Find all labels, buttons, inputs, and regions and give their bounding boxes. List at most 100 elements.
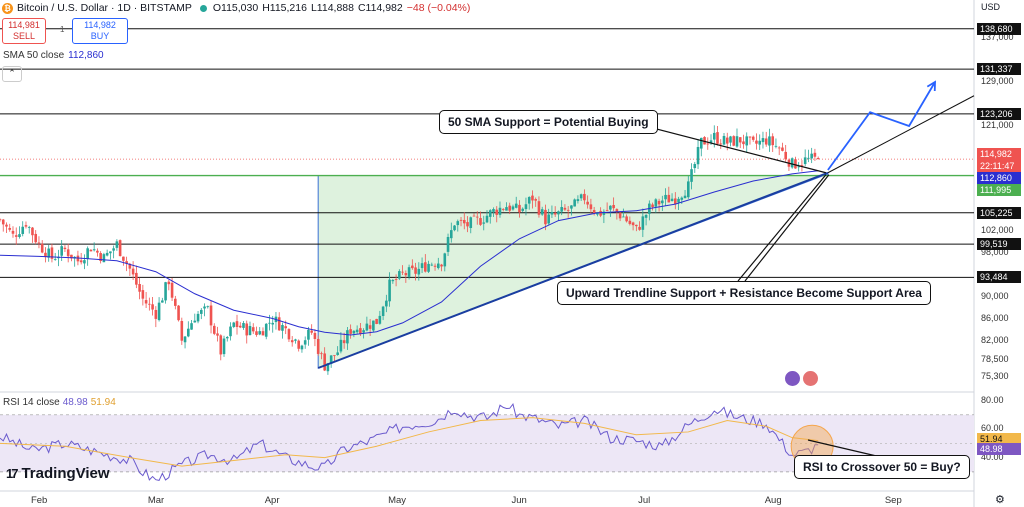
uptrend-line: [317, 171, 829, 369]
sell-button[interactable]: 114,981 SELL: [2, 18, 46, 44]
trend-annotation-pointer-a: [737, 174, 827, 282]
candle-body: [248, 326, 252, 336]
candle-body: [362, 330, 365, 333]
candle-body: [612, 204, 615, 209]
candle-body: [420, 263, 424, 269]
candle-body: [472, 215, 476, 217]
candle-body: [803, 157, 807, 165]
candle-body: [212, 325, 216, 334]
candle-body: [216, 333, 219, 336]
time-axis-label: Aug: [764, 495, 782, 506]
candle-body: [394, 279, 398, 280]
symbol-title[interactable]: Bitcoin / U.S. Dollar · 1D · BITSTAMP: [17, 2, 192, 14]
candle-body: [118, 240, 122, 257]
candle-body: [297, 340, 300, 349]
candle-body: [680, 197, 684, 200]
candle-body: [674, 198, 677, 205]
price-axis-tick: 129,000: [981, 76, 1014, 86]
candle-body: [11, 230, 15, 234]
candle-body: [534, 199, 537, 201]
settings-gear-icon[interactable]: ⚙: [995, 494, 1005, 506]
candle-body: [115, 241, 119, 248]
candle-body: [693, 164, 697, 169]
chevron-up-icon: ⌃: [8, 68, 16, 78]
rsi-axis-tick: 60.00: [981, 423, 1004, 434]
candle-body: [167, 281, 171, 285]
candle-body: [329, 355, 333, 364]
candle-body: [501, 209, 505, 210]
market-status-icon: [199, 4, 207, 12]
currency-label[interactable]: USD: [981, 2, 1001, 12]
candle-body: [235, 321, 239, 327]
candle-body: [699, 137, 703, 149]
candle-body: [372, 320, 375, 331]
candle-body: [683, 195, 687, 199]
candle-body: [518, 204, 521, 213]
candle-body: [398, 271, 401, 279]
candle-body: [453, 225, 456, 231]
candle-body: [433, 265, 437, 267]
rsi-axis-tick: 80.00: [981, 394, 1004, 405]
candle-body: [203, 306, 206, 309]
candle-body: [222, 338, 226, 355]
candle-body: [333, 355, 336, 357]
candle-body: [443, 253, 447, 267]
candle-body: [430, 264, 434, 266]
candle-body: [579, 194, 583, 199]
candle-body: [732, 136, 736, 146]
time-axis-label: Sep: [884, 495, 902, 506]
spread-value: 1: [60, 25, 65, 34]
rsi-legend-name: RSI 14 close: [3, 397, 60, 408]
candle-body: [277, 317, 281, 331]
candle-body: [148, 303, 151, 305]
buy-button[interactable]: 114,982 BUY: [72, 18, 128, 44]
candle-body: [122, 256, 125, 261]
candle-body: [339, 339, 343, 352]
candle-body: [615, 209, 619, 213]
candle-body: [745, 136, 749, 146]
candle-body: [187, 328, 190, 337]
candle-body: [255, 331, 258, 335]
buy-price: 114,982: [84, 20, 116, 30]
candle-body: [326, 363, 330, 372]
price-axis-tick: 90,000: [981, 290, 1009, 301]
candle-body: [807, 157, 810, 159]
candle-body: [92, 249, 96, 251]
lightning-icon[interactable]: [785, 371, 800, 386]
candle-body: [27, 227, 31, 228]
candle-body: [725, 137, 729, 144]
candle-body: [644, 214, 648, 218]
candle-body: [112, 248, 115, 251]
candle-body: [14, 235, 18, 237]
candle-body: [411, 265, 414, 269]
candle-body: [417, 268, 421, 275]
candle-body: [664, 194, 667, 200]
time-axis-label: Mar: [147, 495, 165, 506]
trend-annotation-pointer-b: [744, 174, 830, 282]
candle-body: [303, 340, 307, 345]
time-axis-label: Jun: [511, 495, 527, 506]
rsi-legend[interactable]: RSI 14 close 48.98 51.94: [3, 397, 116, 408]
candle-body: [89, 249, 93, 252]
price-axis-tag: 138,680: [977, 22, 1021, 35]
price-axis-tag: 123,206: [977, 107, 1021, 120]
candle-body: [34, 233, 38, 243]
candle-body: [602, 211, 606, 215]
ohlc-open: O115,030: [212, 2, 259, 14]
candle-body: [566, 209, 570, 211]
price-axis-tag: 99,519: [977, 238, 1021, 251]
candle-body: [391, 280, 395, 282]
flag-icon[interactable]: [803, 371, 818, 386]
candle-body: [261, 331, 265, 336]
candle-body: [631, 222, 635, 226]
collapse-legend-button[interactable]: ⌃: [2, 66, 22, 82]
sma-legend[interactable]: SMA 50 close 112,860: [3, 50, 104, 61]
sma50-line: [0, 170, 819, 336]
candle-body: [245, 323, 249, 336]
sell-price: 114,981: [8, 20, 40, 30]
candle-body: [183, 336, 187, 343]
candle-body: [83, 260, 86, 264]
candle-body: [479, 218, 482, 225]
candle-body: [449, 230, 453, 239]
